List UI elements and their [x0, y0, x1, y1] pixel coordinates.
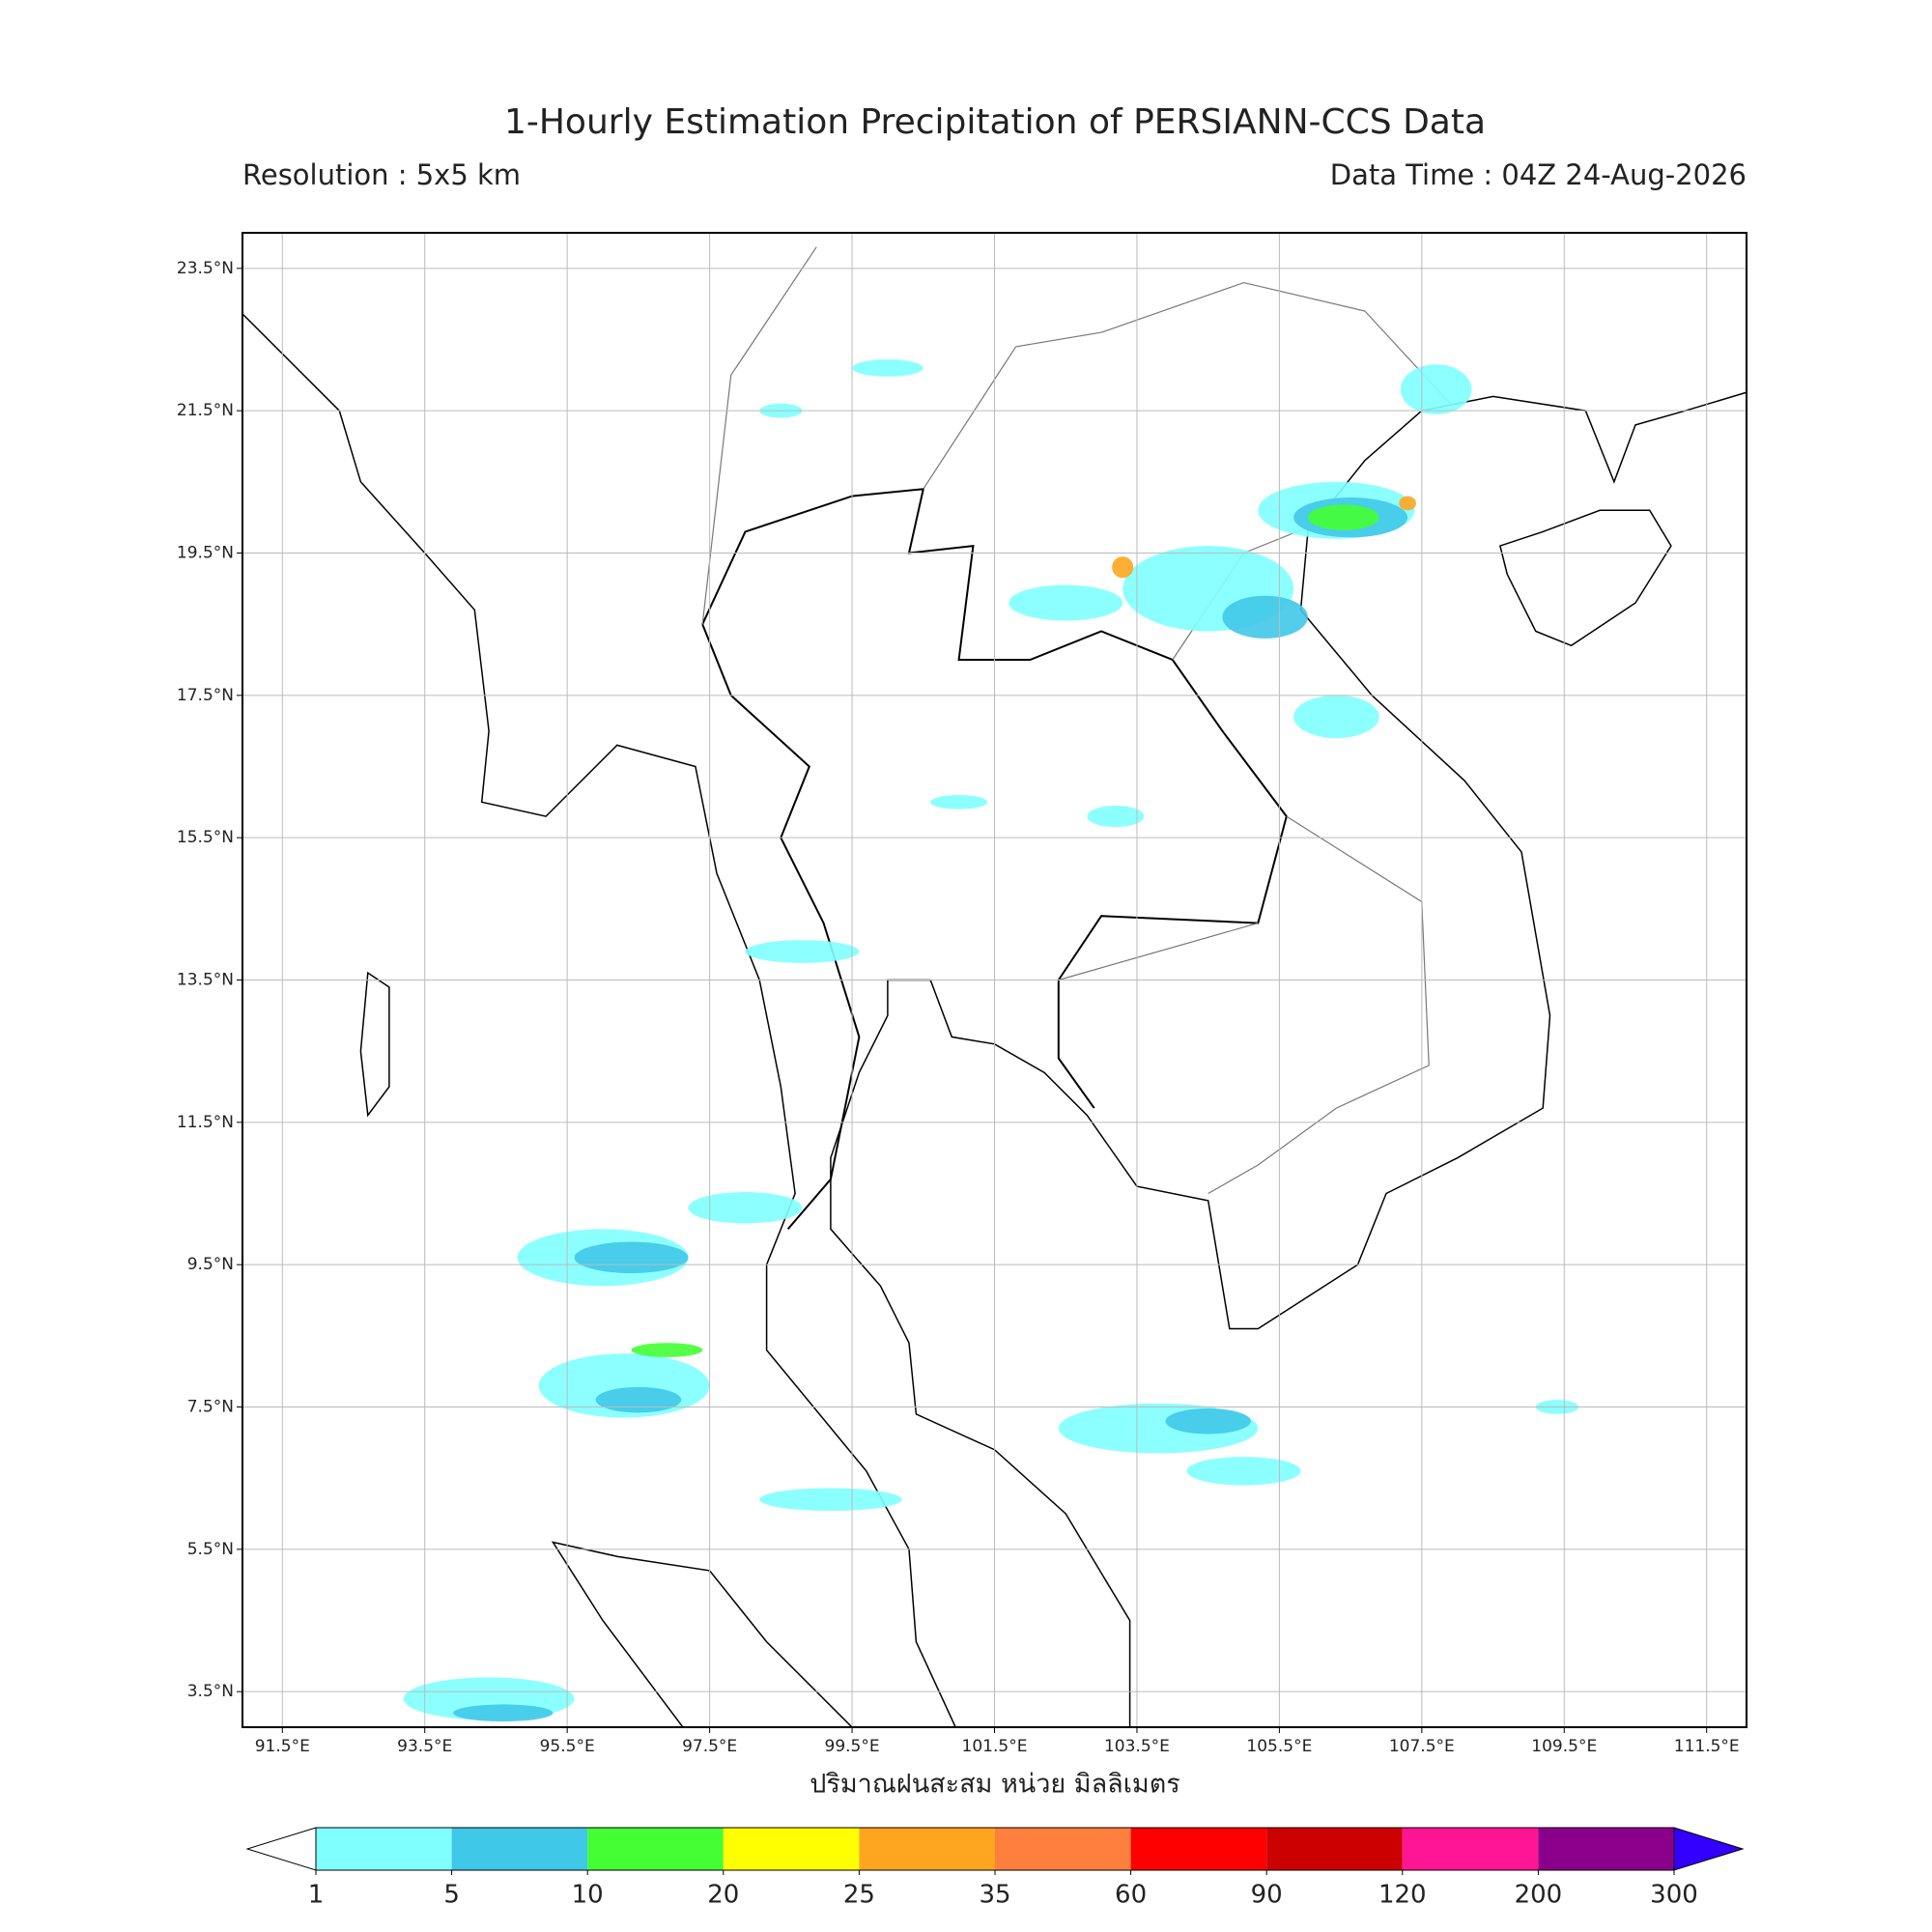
rain-area	[1293, 695, 1379, 739]
country-border	[701, 488, 1288, 1109]
coastline	[359, 971, 390, 1118]
y-tick-label: 13.5°N	[177, 971, 234, 990]
colorbar-tick-label: 120	[1378, 1881, 1427, 1910]
colorbar-under	[245, 1827, 317, 1871]
map-area	[242, 233, 1747, 1727]
x-tick-label: 93.5°E	[397, 1737, 452, 1756]
y-tick-label: 5.5°N	[187, 1540, 234, 1559]
colorbar-tick-label: 10	[572, 1881, 604, 1910]
colorbar-swatch	[316, 1828, 452, 1870]
y-tick-label: 23.5°N	[177, 259, 234, 278]
country-border	[701, 246, 817, 625]
colorbar-label: ปริมาณฝนสะสม หน่วย มิลลิเมตร	[810, 1770, 1180, 1800]
resolution: Resolution : 5x5 km	[242, 158, 521, 191]
colorbar-tick-label: 1	[308, 1881, 325, 1910]
colorbar-swatch	[587, 1828, 724, 1870]
rain-area	[688, 1192, 803, 1224]
country-border	[1208, 815, 1430, 1195]
coastline	[1499, 509, 1672, 647]
x-tick-label: 99.5°E	[825, 1737, 880, 1756]
x-tick-label: 111.5°E	[1674, 1737, 1740, 1756]
data-time: Data Time : 04Z 24-Aug-2026	[1330, 158, 1747, 191]
colorbar-swatch	[1538, 1828, 1674, 1870]
title: 1-Hourly Estimation Precipitation of PER…	[504, 102, 1486, 142]
country-border	[923, 281, 1451, 490]
colorbar-tick-label: 25	[843, 1881, 875, 1910]
y-tick-label: 11.5°N	[177, 1113, 234, 1132]
rain-area	[1186, 1457, 1301, 1486]
country-border	[701, 623, 861, 1230]
rain-area	[595, 1386, 682, 1413]
rain-area	[631, 1343, 703, 1357]
rain-area	[1009, 584, 1123, 621]
colorbar-tick-label: 20	[707, 1881, 739, 1910]
x-tick-label: 97.5°E	[682, 1737, 737, 1756]
x-tick-label: 91.5°E	[255, 1737, 310, 1756]
colorbar-swatch	[723, 1828, 860, 1870]
coastline	[551, 1541, 854, 1727]
colorbar-swatch	[1402, 1828, 1539, 1870]
rain-area	[930, 794, 988, 810]
y-tick-label: 19.5°N	[177, 544, 234, 563]
rain-area	[1112, 556, 1134, 579]
rain-area	[1400, 364, 1472, 414]
y-tick-label: 7.5°N	[187, 1398, 234, 1417]
x-tick-label: 95.5°E	[540, 1737, 595, 1756]
colorbar-tick-label: 60	[1115, 1881, 1147, 1910]
colorbar-tick-label: 300	[1650, 1881, 1698, 1910]
rain-area	[852, 359, 923, 377]
colorbar-swatch	[1130, 1828, 1267, 1870]
colorbar-swatch	[859, 1828, 995, 1870]
rain-area	[453, 1704, 554, 1722]
colorbar-swatch	[1266, 1828, 1403, 1870]
y-tick-label: 15.5°N	[177, 828, 234, 847]
rain-area	[1165, 1407, 1251, 1435]
colorbar-swatch	[995, 1828, 1131, 1870]
rain-area	[574, 1241, 689, 1274]
rain-area	[1222, 595, 1308, 639]
y-tick-label: 21.5°N	[177, 401, 234, 420]
colorbar-tick-label: 35	[979, 1881, 1010, 1910]
x-tick-label: 101.5°E	[962, 1737, 1028, 1756]
rain-area	[1307, 504, 1379, 530]
rain-area	[745, 940, 860, 963]
x-tick-label: 105.5°E	[1246, 1737, 1312, 1756]
colorbar-swatch	[451, 1828, 588, 1870]
colorbar-tick-label: 90	[1251, 1881, 1283, 1910]
colorbar-tick-label: 200	[1515, 1881, 1563, 1910]
rain-area	[1399, 496, 1416, 511]
colorbar-tick-label: 5	[443, 1881, 460, 1910]
y-tick-label: 3.5°N	[187, 1682, 234, 1701]
country-border	[1058, 923, 1259, 981]
x-tick-label: 109.5°E	[1531, 1737, 1597, 1756]
rain-area	[759, 1488, 902, 1512]
x-tick-label: 103.5°E	[1104, 1737, 1170, 1756]
y-tick-label: 17.5°N	[177, 686, 234, 705]
rain-area	[1087, 806, 1145, 828]
x-tick-label: 107.5°E	[1389, 1737, 1455, 1756]
coastline	[242, 233, 1747, 1727]
y-tick-label: 9.5°N	[187, 1255, 234, 1274]
colorbar-over	[1673, 1827, 1745, 1871]
